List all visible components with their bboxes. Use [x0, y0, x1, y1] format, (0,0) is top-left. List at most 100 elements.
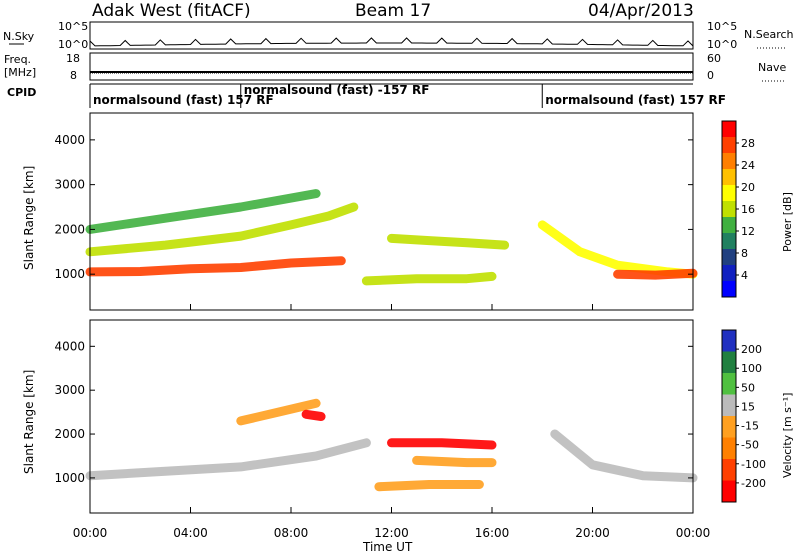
power-colorbar-cell: [722, 185, 736, 202]
power-echo-band: [85, 189, 321, 234]
power-colorbar-cell: [722, 121, 736, 138]
velocity-colorbar-frame: [721, 329, 737, 503]
power-colorbar-tick-label: 16: [741, 203, 755, 216]
power-colorbar-label: Power [dB]: [781, 192, 794, 252]
power-echo-band: [613, 268, 698, 280]
nsearch-tick-top: 10^5: [707, 20, 737, 33]
velocity-colorbar-cell: [722, 330, 736, 352]
noise-strip: N.Sky 10^5 10^0 10^5 10^0 N.Search: [3, 20, 794, 51]
velocity-y-axis: 4000 3000 2000 1000: [54, 339, 693, 485]
nsky-label: N.Sky: [3, 30, 35, 43]
power-colorbar-cell: [722, 281, 736, 298]
velocity-colorbar-cell: [722, 437, 736, 460]
velocity-colorbar-cells: 200 100 50 15 -15 -50 -100 -200: [721, 329, 766, 503]
nsearch-tick-bottom: 10^0: [707, 38, 737, 51]
xtick-label: 04:00: [173, 526, 208, 540]
power-colorbar-cell: [722, 169, 736, 186]
power-colorbar-tick-label: 12: [741, 225, 755, 238]
power-panel: 4000 3000 2000 1000 Slant Range [km]: [22, 112, 698, 311]
velocity-ytick-label: 4000: [54, 339, 85, 353]
velocity-colorbar-tick-label: -50: [741, 439, 759, 452]
velocity-colorbar-tick-label: -15: [741, 420, 759, 433]
velocity-bands: [85, 398, 698, 492]
x-axis: 00:00 04:00 08:00 12:00 16:00 20:00 00:00: [73, 304, 711, 540]
velocity-colorbar-cell: [722, 416, 736, 438]
velocity-colorbar-tick-label: 100: [741, 362, 762, 375]
power-bands: [85, 189, 698, 286]
station-title: Adak West (fitACF): [92, 1, 251, 21]
power-colorbar-cell: [722, 233, 736, 250]
cpid-label: CPID: [7, 86, 36, 99]
x-axis-label: Time UT: [362, 540, 413, 554]
velocity-ylabel: Slant Range [km]: [22, 370, 36, 474]
xtick-label: 08:00: [274, 526, 309, 540]
velocity-panel-bg: [90, 320, 693, 513]
velocity-echo-band: [85, 438, 371, 481]
velocity-echo-band: [236, 398, 321, 426]
power-ytick-label: 4000: [54, 133, 85, 147]
power-colorbar-tick-label: 8: [741, 247, 748, 260]
velocity-echo-band: [374, 480, 484, 492]
velocity-ytick-label: 1000: [54, 471, 85, 485]
power-ytick-label: 1000: [54, 267, 85, 281]
power-colorbar-cells: 28 24 20 16 12 8 4: [721, 120, 755, 298]
power-echo-band: [387, 233, 510, 250]
power-ytick-label: 2000: [54, 222, 85, 236]
power-ylabel: Slant Range [km]: [22, 166, 36, 270]
power-ytick-label: 3000: [54, 178, 85, 192]
noise-trace: [89, 37, 694, 47]
velocity-colorbar-tick-label: -100: [741, 458, 766, 471]
power-y-axis: 4000 3000 2000 1000: [54, 133, 693, 281]
velocity-colorbar-cell: [722, 459, 736, 481]
velocity-colorbar-cell: [722, 373, 736, 395]
date-title: 04/Apr/2013: [588, 1, 694, 21]
power-colorbar-tick-label: 4: [741, 269, 748, 282]
velocity-colorbar-cell: [722, 351, 736, 374]
velocity-ytick-label: 2000: [54, 427, 85, 441]
velocity-ytick-label: 3000: [54, 383, 85, 397]
velocity-echo-band: [412, 455, 497, 468]
noise-strip-frame: [89, 21, 694, 50]
velocity-colorbar-label: Velocity [m s⁻¹]: [781, 393, 794, 478]
velocity-panel: 4000 3000 2000 1000 Slant Range [km] 00:00 0…: [22, 304, 710, 554]
velocity-colorbar-tick-label: 15: [741, 400, 755, 413]
cpid-segment-label: normalsound (fast) 157 RF: [545, 93, 726, 107]
velocity-echo-band: [301, 409, 326, 421]
power-echo-band: [85, 256, 346, 277]
power-colorbar-tick-label: 24: [741, 159, 755, 172]
power-colorbar-cell: [722, 137, 736, 154]
nave-label: Nave: [758, 61, 786, 74]
power-colorbar: 28 24 20 16 12 8 4 Power [dB]: [721, 120, 794, 298]
xtick-label: 00:00: [676, 526, 711, 540]
nsky-tick-bottom: 10^0: [58, 38, 88, 51]
nave-tick-top: 60: [707, 52, 721, 65]
velocity-colorbar-tick-label: 50: [741, 381, 755, 394]
freq-strip-frame: [89, 52, 694, 81]
xtick-label: 12:00: [374, 526, 409, 540]
power-colorbar-cell: [722, 201, 736, 218]
velocity-colorbar: 200 100 50 15 -15 -50 -100 -200 Velocity [m s⁻¹…: [721, 329, 794, 503]
velocity-echo-band: [550, 429, 698, 483]
power-colorbar-tick-label: 20: [741, 181, 755, 194]
velocity-colorbar-tick-label: -200: [741, 477, 766, 490]
nsearch-label: N.Search: [744, 28, 794, 41]
freq-label-line2: [MHz]: [4, 66, 36, 79]
power-echo-band: [361, 271, 497, 286]
cpid-segment-label: normalsound (fast) 157 RF: [93, 93, 274, 107]
power-colorbar-cell: [722, 265, 736, 282]
velocity-colorbar-cell: [722, 394, 736, 417]
velocity-colorbar-tick-label: 200: [741, 343, 762, 356]
velocity-echo-band: [387, 438, 497, 450]
xtick-label: 16:00: [475, 526, 510, 540]
freq-tick-bottom: 8: [70, 69, 77, 82]
power-colorbar-cell: [722, 153, 736, 170]
velocity-colorbar-cell: [722, 480, 736, 503]
nsky-tick-top: 10^5: [58, 20, 88, 33]
power-colorbar-cell: [722, 249, 736, 266]
nave-tick-bottom: 0: [707, 69, 714, 82]
freq-tick-top: 18: [66, 52, 80, 65]
power-colorbar-tick-label: 28: [741, 137, 755, 150]
beam-title: Beam 17: [355, 1, 431, 21]
cpid-segment-label: normalsound (fast) -157 RF: [244, 83, 430, 97]
